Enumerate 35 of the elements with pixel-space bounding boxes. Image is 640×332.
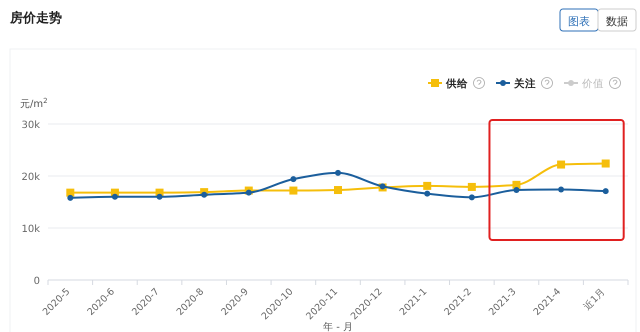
- point: [468, 182, 476, 191]
- y-tick-label: 0: [34, 276, 40, 287]
- chart-title: 房价走势: [9, 10, 62, 26]
- legend-item: 供给: [428, 78, 468, 90]
- legend-item: 关注: [496, 78, 536, 90]
- x-tick-label: 近1月: [580, 286, 608, 313]
- button: 图表: [560, 8, 598, 32]
- y-tick-label: 20k: [21, 172, 40, 183]
- legend-label: 价值: [581, 78, 604, 90]
- point: [558, 186, 564, 193]
- point: [557, 160, 566, 169]
- point: [201, 192, 208, 198]
- button: 数据: [598, 8, 636, 32]
- point: [334, 186, 342, 194]
- x-axis-title: 年 - 月: [323, 321, 353, 332]
- legend-item: 价值: [564, 78, 604, 90]
- point: [513, 187, 520, 194]
- point: [289, 186, 298, 195]
- point: [156, 194, 163, 200]
- point: [602, 188, 609, 194]
- point: [468, 194, 475, 200]
- point: [335, 170, 341, 176]
- point: [246, 190, 252, 196]
- y-tick-label: 30k: [21, 120, 40, 131]
- legend-label: 关注: [513, 77, 536, 90]
- point: [112, 194, 118, 200]
- point: [424, 190, 430, 197]
- point: [66, 188, 74, 197]
- point: [290, 176, 296, 182]
- legend-label: 供给: [445, 77, 469, 90]
- y-axis-title: 元/m$^{2}$: [20, 97, 48, 110]
- point: [67, 194, 74, 201]
- y-tick-label: 10k: [21, 224, 40, 235]
- point: [602, 160, 610, 168]
- point: [423, 182, 432, 190]
